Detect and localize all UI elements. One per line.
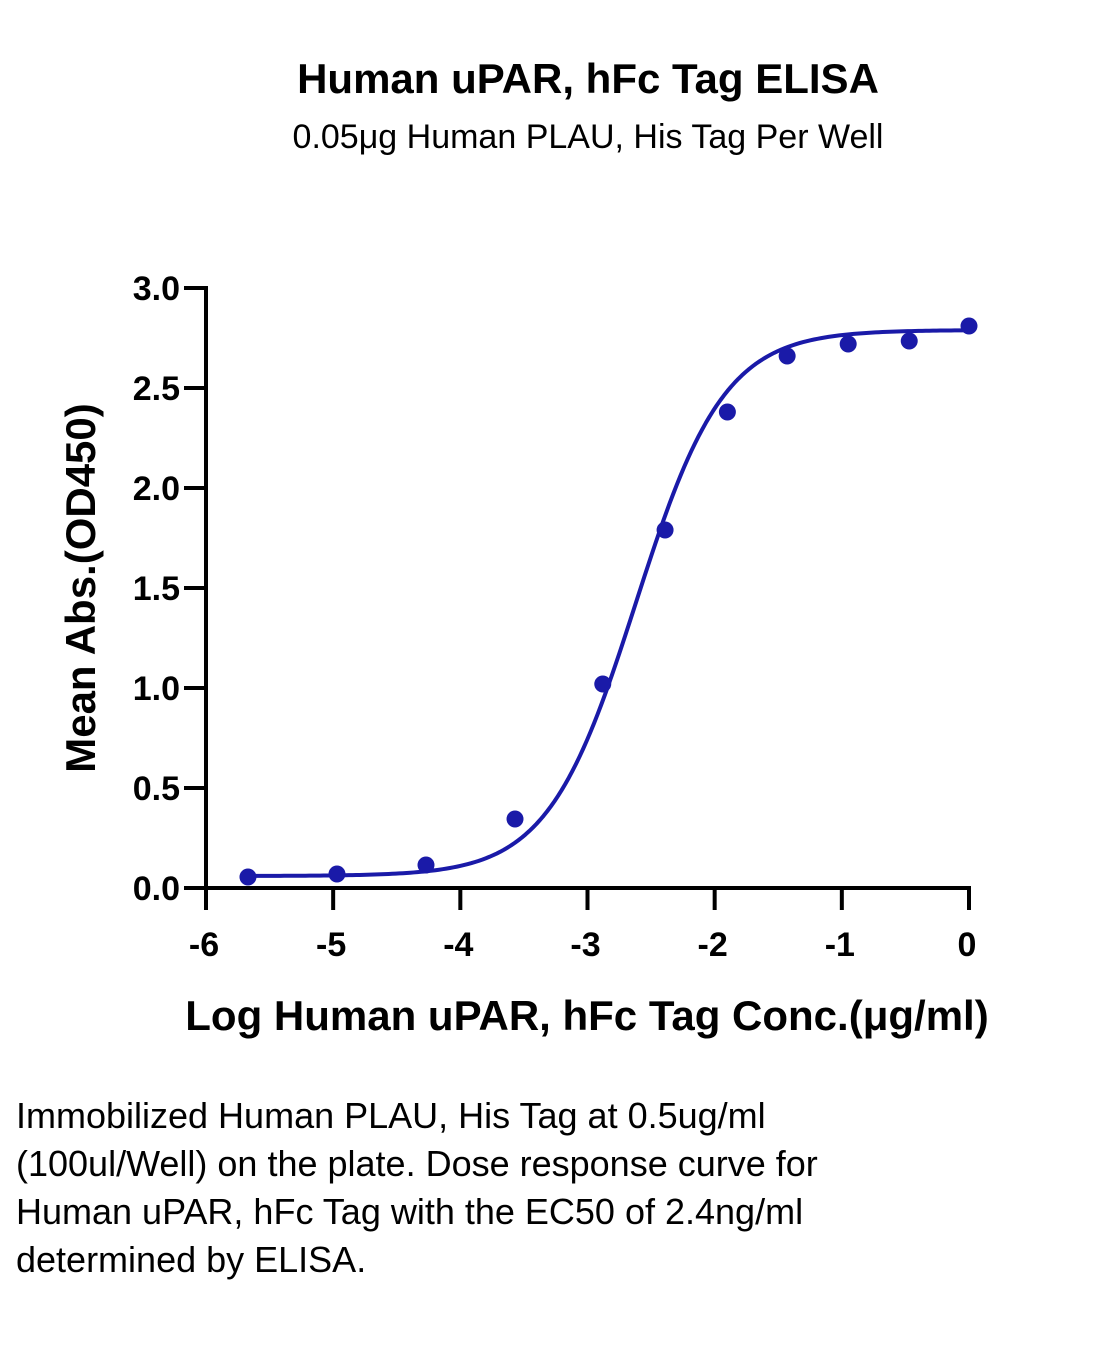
y-tick-label: 1.0 [133,670,180,708]
data-point [239,868,257,886]
chart-title: Human uPAR, hFc Tag ELISA [297,55,879,102]
elisa-chart: Human uPAR, hFc Tag ELISA 0.05μg Human P… [57,55,989,1039]
chart-subtitle: 0.05μg Human PLAU, His Tag Per Well [293,118,884,156]
data-point [594,675,612,693]
data-point [506,810,524,828]
data-point [718,403,736,421]
x-tick-label: -4 [443,926,473,964]
x-tick-label: -1 [825,926,855,964]
data-point [778,347,796,365]
y-axis: 0.0 0.5 1.0 1.5 2.0 2.5 3.0 [133,270,208,908]
y-tick-label: 1.5 [133,570,180,608]
y-tick-label: 0.5 [133,770,180,808]
data-points-layer [239,317,978,886]
fit-curve-layer [247,328,970,878]
y-tick-label: 2.5 [133,370,180,408]
fit-curve-line [247,328,970,878]
figure-caption: Immobilized Human PLAU, His Tag at 0.5ug… [16,1095,818,1280]
x-tick-label: -2 [698,926,728,964]
data-point [839,335,857,353]
y-tick-label: 2.0 [133,470,180,508]
y-axis-label: Mean Abs.(OD450) [57,403,104,773]
x-tick-label: 0 [958,926,977,964]
data-point [328,865,346,883]
data-point [656,521,674,539]
y-tick-label: 3.0 [133,270,180,308]
x-axis: -6 -5 -4 -3 -2 -1 0 [189,886,977,964]
data-point [960,317,978,335]
data-point [417,856,435,874]
x-tick-label: -5 [316,926,346,964]
y-tick-label: 0.0 [133,870,180,908]
x-axis-label: Log Human uPAR, hFc Tag Conc.(μg/ml) [185,992,988,1039]
x-tick-label: -3 [570,926,600,964]
x-tick-label: -6 [189,926,219,964]
data-point [900,332,918,350]
